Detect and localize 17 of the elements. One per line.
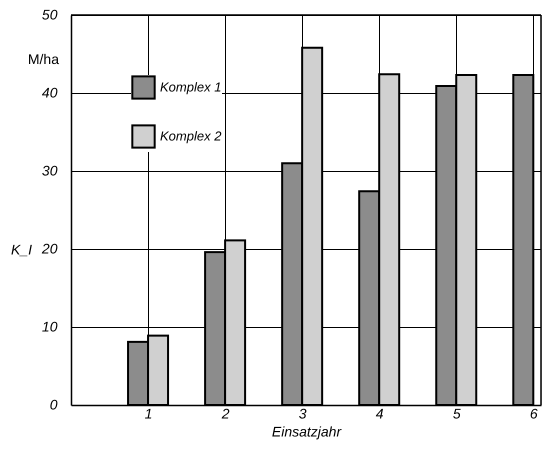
- x-tick-label: 6: [530, 406, 538, 422]
- y-tick-label: 20: [40, 240, 58, 256]
- text: M/ha: [28, 51, 60, 67]
- y-tick-label: 30: [42, 162, 58, 178]
- y-tick-label: 50: [42, 6, 58, 22]
- y-axis-title: K_I: [10, 241, 32, 258]
- y-tick-label: 0: [50, 396, 58, 412]
- x-tick-label: 1: [144, 406, 152, 422]
- x-tick-label: 2: [220, 406, 230, 422]
- x-tick-label: 5: [452, 406, 461, 422]
- x-axis-title: Einsatzjahr: [272, 424, 342, 440]
- y-tick-label: 40: [42, 84, 58, 100]
- x-tick-label: 3: [298, 406, 307, 422]
- x-tick-label: 4: [376, 406, 384, 422]
- legend-label: Komplex 1: [160, 80, 222, 94]
- legend-label: Komplex 2: [160, 128, 222, 144]
- y-tick-label: 10: [42, 318, 58, 334]
